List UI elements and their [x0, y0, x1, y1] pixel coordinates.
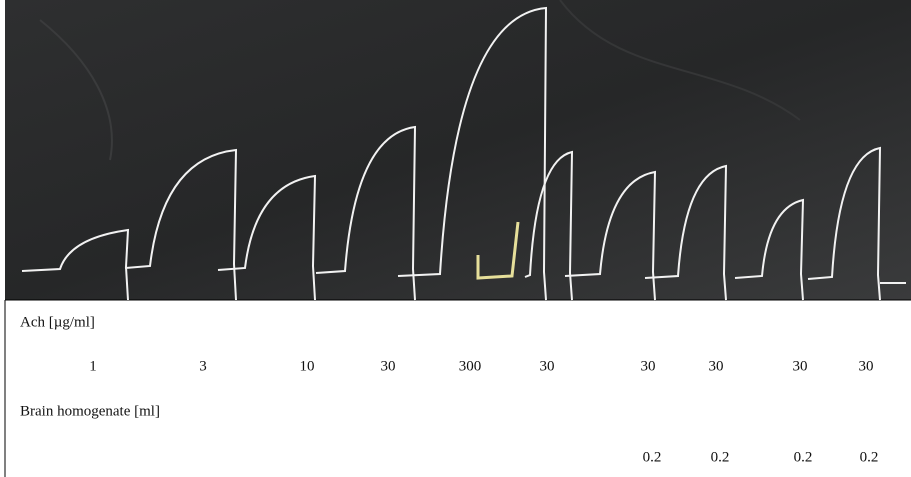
ach-dose: 30 [540, 358, 555, 374]
ach-dose: 10 [300, 358, 315, 374]
ach-label: Ach [µg/ml] [20, 314, 95, 330]
brain-dose: 0.2 [643, 449, 662, 465]
ach-dose: 30 [641, 358, 656, 374]
brain-dose: 0.2 [860, 449, 879, 465]
kymograph-background [5, 0, 911, 300]
ach-dose: 3 [199, 358, 207, 374]
brain-dose: 0.2 [711, 449, 730, 465]
figure: Ach [µg/ml] Brain homogenate [ml] 1 3 10 30… [0, 0, 911, 477]
brain-label: Brain homogenate [ml] [20, 403, 160, 419]
brain-dose: 0.2 [794, 449, 813, 465]
ach-dose: 1 [89, 358, 97, 374]
figure-svg: Ach [µg/ml] Brain homogenate [ml] 1 3 10 30… [0, 0, 911, 477]
ach-dose: 30 [793, 358, 808, 374]
ach-dose: 300 [459, 358, 482, 374]
ach-dose: 30 [709, 358, 724, 374]
ach-dose: 30 [381, 358, 396, 374]
ach-dose: 30 [859, 358, 874, 374]
